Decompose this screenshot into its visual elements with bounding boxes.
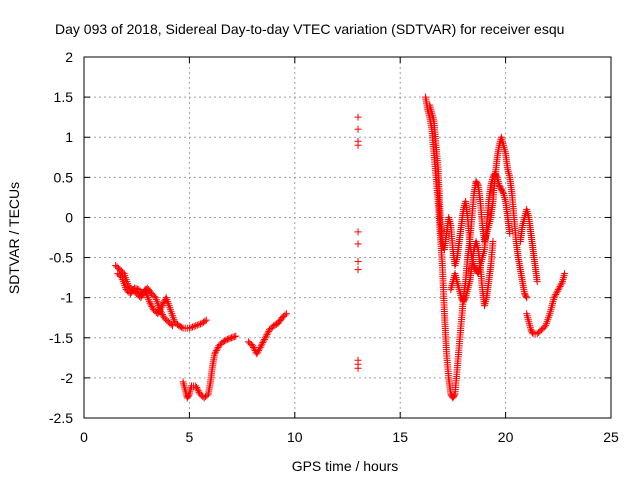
y-axis-label: SDTVAR / TECUs [6, 182, 22, 294]
x-tick-labels: 0 5 10 15 20 25 [80, 429, 619, 445]
x-tick-label: 15 [392, 429, 408, 445]
y-tick-label: 1.5 [54, 89, 74, 105]
y-tick-label: -2 [61, 370, 74, 386]
data-point [355, 126, 362, 133]
data-point [189, 323, 196, 330]
x-tick-label: 0 [80, 429, 88, 445]
x-axis-label: GPS time / hours [292, 458, 399, 474]
data-point [355, 228, 362, 235]
y-tick-label: 2 [65, 49, 73, 65]
x-tick-label: 20 [498, 429, 514, 445]
y-tick-labels: 2 1.5 1 0.5 0 -0.5 -1 -1.5 -2 -2.5 [49, 49, 73, 426]
data-point [355, 114, 362, 121]
data-point [187, 324, 194, 331]
x-tick-label: 10 [287, 429, 303, 445]
data-point [191, 323, 198, 330]
data-point [192, 322, 199, 329]
y-tick-label: 0.5 [54, 169, 74, 185]
chart: 0 5 10 15 20 25 2 1.5 1 0.5 0 -0.5 -1 -1.5 -2 -2.5 Day… [0, 0, 640, 480]
x-tick-label: 25 [603, 429, 619, 445]
y-tick-label: -2.5 [49, 410, 73, 426]
y-tick-label: -0.5 [49, 250, 73, 266]
x-tick-label: 5 [186, 429, 194, 445]
data-point [355, 365, 362, 372]
data-points [112, 94, 568, 402]
y-tick-label: 0 [65, 209, 73, 225]
y-tick-label: -1 [61, 290, 74, 306]
data-point [194, 322, 201, 329]
chart-title: Day 093 of 2018, Sidereal Day-to-day VTE… [55, 21, 564, 37]
y-tick-label: -1.5 [49, 330, 73, 346]
data-point [355, 266, 362, 273]
data-point [355, 240, 362, 247]
y-tick-label: 1 [65, 129, 73, 145]
data-point [355, 142, 362, 149]
data-point [355, 258, 362, 265]
